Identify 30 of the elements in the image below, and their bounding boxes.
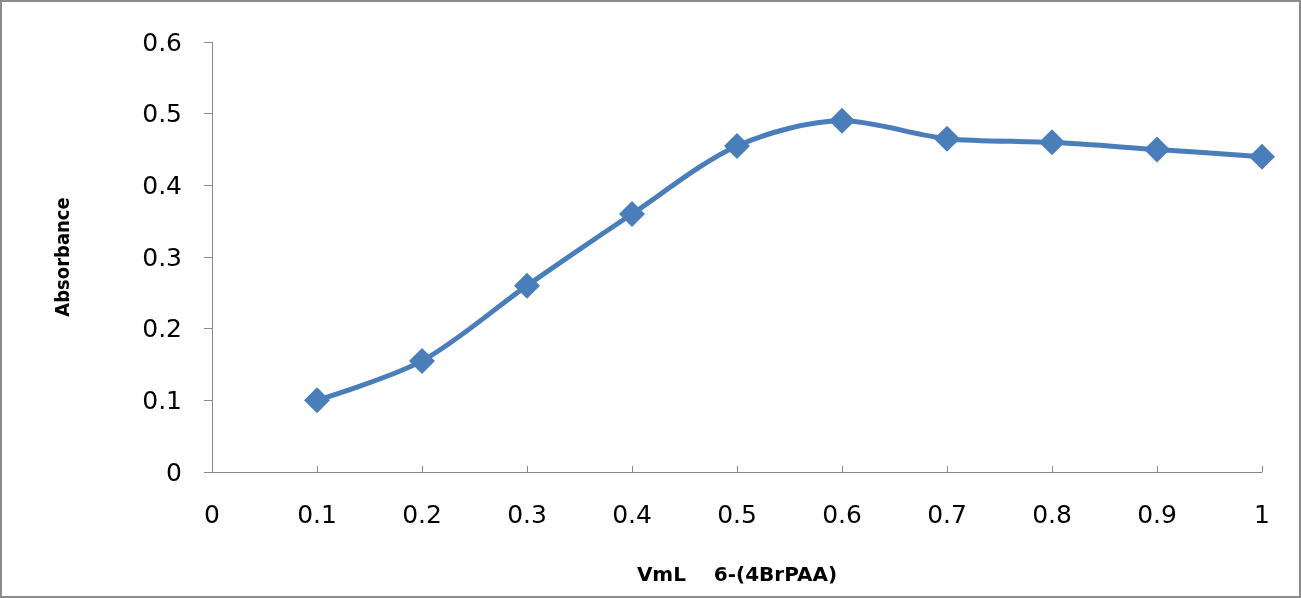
point [514,272,540,299]
y-tick-label: 0.3 [142,242,182,272]
y-tick-label: 0.2 [142,314,182,344]
point [1144,136,1170,163]
point [724,132,750,159]
x-tick-label: 0.8 [1032,500,1072,529]
y-tick-label: 0.4 [142,170,182,200]
point [1249,143,1275,170]
x-tick-label: 0.6 [822,500,862,529]
x-tick-label: 0 [204,500,220,529]
x-tick-label: 0.2 [402,500,442,529]
point [409,347,435,374]
y-tick-label: 0.6 [142,27,182,57]
point [304,387,330,414]
x-tick-label: 0.3 [507,500,547,529]
y-tick-label: 0.5 [142,99,182,129]
x-tick-label: 0.5 [717,500,757,529]
x-tick-label: 0.4 [612,500,652,529]
x-tick-label: 0.7 [927,500,967,529]
point [829,107,855,134]
point [1039,129,1065,156]
y-tick-label: 0 [166,457,182,487]
x-tick-label: 0.9 [1137,500,1177,529]
x-tick-label: 1 [1254,500,1270,529]
point [619,201,645,227]
x-axis-title: VmL 6-(4BrPAA) [636,562,838,586]
y-axis-title: Absorbance [50,197,74,317]
point [934,125,960,152]
y-tick-label: 0.1 [142,385,182,415]
x-tick-label: 0.1 [297,500,337,529]
